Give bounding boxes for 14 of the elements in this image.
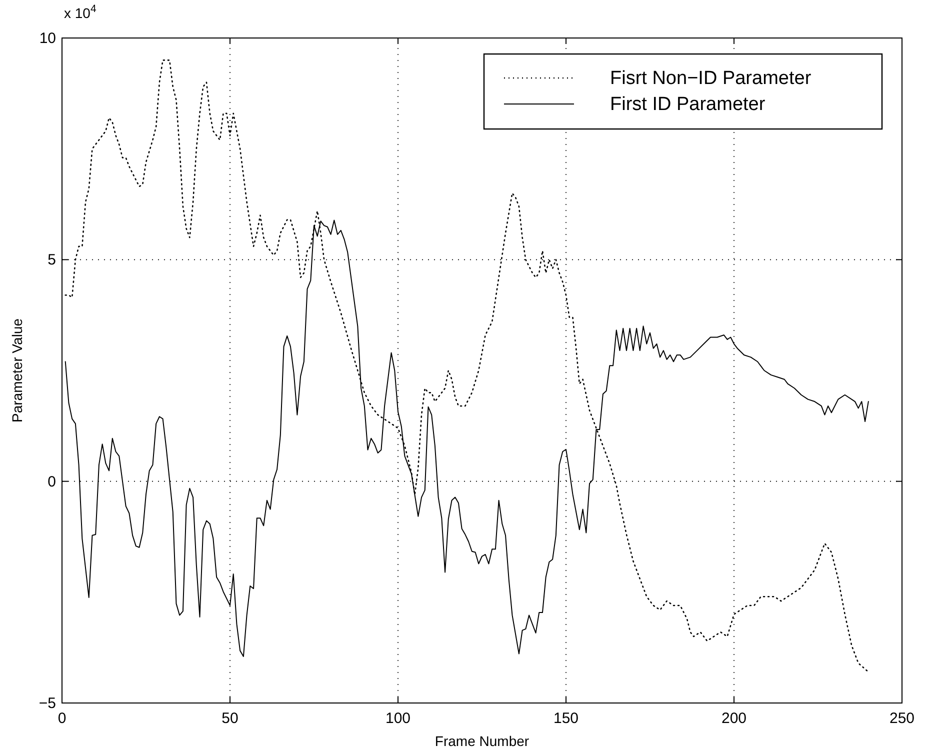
y-tick-label: 5 [48, 252, 56, 269]
x-tick-label: 200 [721, 710, 747, 727]
x-tick-label: 250 [889, 710, 915, 727]
x-tick-label: 100 [385, 710, 411, 727]
x-axis-title: Frame Number [434, 733, 530, 749]
y-tick-label: −5 [38, 695, 56, 712]
text: x 10$^{4}$ [64, 3, 96, 21]
legend-label: First ID Parameter [610, 94, 766, 115]
y-axis-title: Parameter Value [9, 318, 25, 423]
y-tick-label: 10 [39, 30, 56, 47]
legend-label: Fisrt Non−ID Parameter [610, 68, 812, 89]
y-tick-label: 0 [48, 473, 56, 490]
x-tick-label: 50 [222, 710, 238, 727]
x-tick-label: 150 [553, 710, 579, 727]
